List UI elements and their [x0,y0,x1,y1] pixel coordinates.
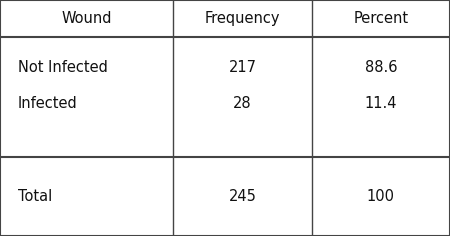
Text: Infected: Infected [18,97,78,111]
Text: 217: 217 [229,60,256,75]
Text: 88.6: 88.6 [364,60,397,75]
Text: 245: 245 [229,189,256,204]
Text: Percent: Percent [353,11,409,26]
Text: 11.4: 11.4 [364,97,397,111]
Text: Total: Total [18,189,52,204]
Text: 28: 28 [233,97,252,111]
Text: Wound: Wound [61,11,112,26]
Text: 100: 100 [367,189,395,204]
Text: Frequency: Frequency [205,11,280,26]
Text: Not Infected: Not Infected [18,60,108,75]
